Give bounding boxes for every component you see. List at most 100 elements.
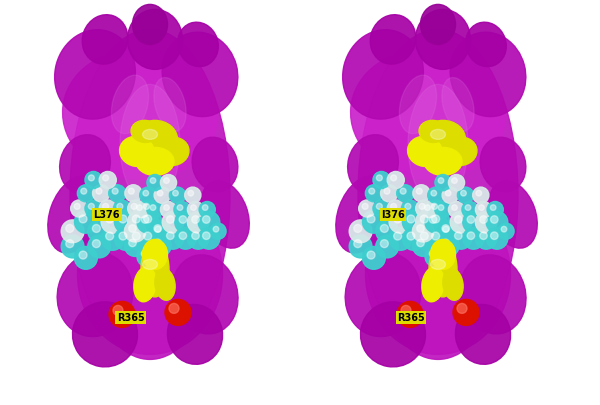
Circle shape bbox=[362, 247, 385, 269]
Circle shape bbox=[124, 220, 146, 242]
Circle shape bbox=[66, 224, 74, 232]
Circle shape bbox=[106, 232, 113, 240]
Ellipse shape bbox=[141, 242, 169, 297]
Circle shape bbox=[452, 205, 457, 211]
Ellipse shape bbox=[172, 255, 238, 334]
Ellipse shape bbox=[480, 137, 526, 192]
Circle shape bbox=[376, 175, 382, 181]
Circle shape bbox=[129, 225, 136, 232]
Ellipse shape bbox=[143, 130, 157, 139]
Circle shape bbox=[164, 178, 169, 183]
Circle shape bbox=[109, 185, 126, 202]
Circle shape bbox=[125, 185, 142, 202]
Ellipse shape bbox=[55, 30, 136, 119]
Circle shape bbox=[169, 303, 179, 313]
Circle shape bbox=[103, 175, 109, 181]
Circle shape bbox=[479, 205, 484, 211]
Circle shape bbox=[71, 200, 88, 217]
Circle shape bbox=[450, 228, 472, 249]
Circle shape bbox=[109, 301, 135, 327]
Circle shape bbox=[149, 235, 171, 256]
Circle shape bbox=[160, 202, 176, 218]
Circle shape bbox=[448, 202, 464, 218]
Circle shape bbox=[425, 245, 446, 267]
Circle shape bbox=[137, 205, 142, 211]
Circle shape bbox=[164, 205, 169, 211]
Ellipse shape bbox=[178, 22, 218, 66]
Circle shape bbox=[143, 190, 149, 196]
Circle shape bbox=[88, 220, 110, 243]
Circle shape bbox=[450, 211, 472, 233]
Circle shape bbox=[112, 188, 118, 194]
Circle shape bbox=[455, 232, 462, 239]
Text: R365: R365 bbox=[397, 313, 425, 323]
Circle shape bbox=[437, 235, 459, 256]
Circle shape bbox=[420, 232, 428, 240]
Ellipse shape bbox=[347, 135, 398, 194]
Ellipse shape bbox=[358, 30, 518, 359]
Circle shape bbox=[140, 200, 157, 217]
Ellipse shape bbox=[415, 9, 470, 69]
Circle shape bbox=[490, 205, 496, 211]
Circle shape bbox=[88, 203, 94, 209]
Circle shape bbox=[179, 232, 187, 239]
Circle shape bbox=[142, 250, 149, 258]
Ellipse shape bbox=[460, 255, 526, 334]
Circle shape bbox=[376, 235, 398, 258]
Circle shape bbox=[354, 224, 362, 232]
Circle shape bbox=[438, 205, 444, 211]
Circle shape bbox=[154, 239, 161, 247]
Circle shape bbox=[66, 240, 74, 247]
Circle shape bbox=[443, 226, 449, 232]
Circle shape bbox=[475, 211, 497, 233]
Circle shape bbox=[427, 211, 450, 233]
Circle shape bbox=[416, 211, 439, 233]
Circle shape bbox=[101, 228, 124, 250]
Circle shape bbox=[198, 228, 220, 249]
Circle shape bbox=[431, 190, 437, 196]
Circle shape bbox=[487, 202, 503, 218]
Circle shape bbox=[376, 203, 382, 209]
Ellipse shape bbox=[361, 302, 425, 367]
Circle shape bbox=[442, 239, 449, 247]
Ellipse shape bbox=[455, 305, 511, 364]
Circle shape bbox=[467, 232, 475, 239]
Ellipse shape bbox=[134, 267, 156, 302]
Circle shape bbox=[154, 187, 170, 203]
Circle shape bbox=[143, 203, 149, 209]
Circle shape bbox=[192, 232, 199, 239]
Circle shape bbox=[467, 216, 475, 223]
Circle shape bbox=[442, 225, 449, 232]
Circle shape bbox=[475, 228, 497, 249]
Circle shape bbox=[117, 203, 123, 209]
Circle shape bbox=[177, 205, 183, 211]
Ellipse shape bbox=[112, 75, 149, 134]
Circle shape bbox=[167, 216, 174, 223]
Circle shape bbox=[403, 211, 425, 233]
Ellipse shape bbox=[77, 194, 223, 354]
Circle shape bbox=[437, 220, 459, 242]
Circle shape bbox=[416, 200, 433, 217]
Circle shape bbox=[453, 299, 479, 325]
Circle shape bbox=[412, 220, 434, 242]
Circle shape bbox=[92, 185, 110, 202]
Circle shape bbox=[365, 185, 382, 202]
Ellipse shape bbox=[431, 130, 445, 139]
Circle shape bbox=[101, 211, 124, 233]
Circle shape bbox=[179, 216, 187, 223]
Circle shape bbox=[413, 185, 430, 202]
Circle shape bbox=[416, 228, 439, 250]
Circle shape bbox=[431, 215, 440, 223]
Ellipse shape bbox=[82, 15, 128, 64]
Circle shape bbox=[188, 190, 194, 196]
Circle shape bbox=[155, 226, 161, 232]
Circle shape bbox=[359, 200, 376, 217]
Circle shape bbox=[185, 187, 201, 203]
Circle shape bbox=[369, 188, 375, 194]
Circle shape bbox=[162, 228, 184, 249]
Circle shape bbox=[128, 228, 151, 250]
Circle shape bbox=[160, 175, 176, 191]
Circle shape bbox=[74, 247, 97, 269]
Circle shape bbox=[476, 190, 482, 196]
Circle shape bbox=[119, 215, 127, 223]
